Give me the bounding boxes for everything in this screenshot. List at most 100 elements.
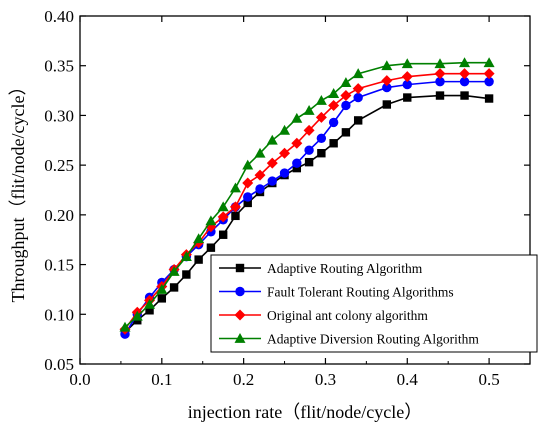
data-point <box>353 92 363 103</box>
data-point <box>292 158 302 168</box>
data-point <box>317 149 326 158</box>
data-point <box>329 139 338 148</box>
data-point <box>401 58 413 69</box>
legend-swatch-marker <box>235 263 245 273</box>
data-point <box>292 163 302 173</box>
data-point <box>484 94 494 103</box>
data-point <box>304 145 314 155</box>
data-point <box>266 157 278 169</box>
data-point <box>193 233 205 244</box>
legend-label: Adaptive Diversion Routing Algorithm <box>267 332 479 347</box>
y-tick-label: 0.35 <box>44 57 74 76</box>
legend-label: Fault Tolerant Routing Algorithms <box>267 285 454 300</box>
data-point <box>328 117 339 128</box>
data-point <box>328 99 340 111</box>
data-point <box>352 68 364 79</box>
data-point <box>194 255 203 264</box>
data-point <box>483 57 495 68</box>
data-point <box>157 294 167 303</box>
data-point <box>382 82 392 93</box>
data-point <box>381 75 393 87</box>
data-point <box>435 91 445 100</box>
x-tick-label: 0.3 <box>315 370 336 389</box>
data-point <box>382 100 392 109</box>
data-point <box>217 211 229 223</box>
legend: Adaptive Routing Algorithm Fault Tolerant… <box>210 254 538 353</box>
data-point <box>316 133 327 143</box>
data-point <box>217 201 229 212</box>
y-axis-title: Throughput（flit/node/cycle） <box>8 78 28 303</box>
legend-item: Original ant colony algorithm <box>219 308 428 323</box>
legend-item: Adaptive Diversion Routing Algorithm <box>219 332 479 347</box>
legend-swatch-marker <box>234 309 246 321</box>
x-tick-label: 0.1 <box>151 370 172 389</box>
y-tick-label: 0.05 <box>44 355 74 374</box>
x-tick-label: 0.5 <box>478 370 499 389</box>
data-point <box>243 198 252 208</box>
data-point <box>340 90 352 102</box>
data-point <box>229 201 241 213</box>
data-point <box>255 184 265 194</box>
plot-frame <box>79 15 531 365</box>
data-point <box>353 116 363 125</box>
y-tick-label: 0.30 <box>44 106 74 125</box>
data-point <box>279 168 290 178</box>
data-point <box>381 60 393 71</box>
legend-item: Fault Tolerant Routing Algorithms <box>219 285 454 300</box>
legend-item: Adaptive Routing Algorithm <box>219 261 423 276</box>
data-point <box>434 58 446 69</box>
y-tick-label: 0.15 <box>44 256 74 275</box>
series-3 <box>119 57 495 332</box>
data-point <box>291 112 303 123</box>
data-point <box>279 124 291 135</box>
data-point <box>266 134 278 145</box>
data-point <box>304 157 314 167</box>
data-point <box>206 243 216 252</box>
data-point <box>459 68 471 80</box>
data-point <box>403 93 412 102</box>
data-point <box>459 57 471 68</box>
data-point <box>119 321 131 332</box>
legend-label: Adaptive Routing Algorithm <box>267 261 423 276</box>
axes: 0.0 0.1 0.2 0.3 0.4 0.5 0.05 0.10 0.15 0.20 0.25 0.… <box>44 7 531 389</box>
data-point <box>340 77 352 88</box>
data-point <box>131 310 143 321</box>
data-point <box>459 76 470 87</box>
data-point <box>401 71 413 83</box>
data-point <box>182 270 191 279</box>
data-point <box>291 137 303 149</box>
data-point <box>267 176 277 186</box>
data-point <box>483 68 495 80</box>
data-point <box>254 169 266 181</box>
data-point <box>303 104 315 115</box>
legend-swatch-marker <box>235 286 245 297</box>
data-point <box>218 230 228 239</box>
data-point <box>144 298 156 309</box>
y-tick-label: 0.10 <box>44 305 74 324</box>
y-tick-label: 0.20 <box>44 206 74 225</box>
data-point <box>402 79 412 90</box>
data-point <box>352 83 364 95</box>
x-tick-label: 0.0 <box>69 370 90 389</box>
data-point <box>180 251 192 262</box>
data-point <box>145 306 154 315</box>
data-point <box>484 76 494 87</box>
data-point <box>315 111 327 123</box>
legend-label: Original ant colony algorithm <box>267 308 428 323</box>
data-point <box>341 128 351 137</box>
series-layer <box>119 57 495 339</box>
data-point <box>243 192 253 202</box>
data-point <box>242 159 254 170</box>
data-point <box>254 147 266 158</box>
data-point <box>434 68 446 80</box>
data-point <box>169 283 179 292</box>
x-tick-label: 0.4 <box>397 370 419 389</box>
x-axis-title: injection rate（flit/node/cycle） <box>188 402 422 422</box>
data-point <box>168 266 180 276</box>
data-point <box>435 76 445 87</box>
y-tick-label: 0.40 <box>44 7 74 26</box>
data-point <box>156 283 168 294</box>
data-point <box>205 215 217 226</box>
data-point <box>341 100 351 111</box>
